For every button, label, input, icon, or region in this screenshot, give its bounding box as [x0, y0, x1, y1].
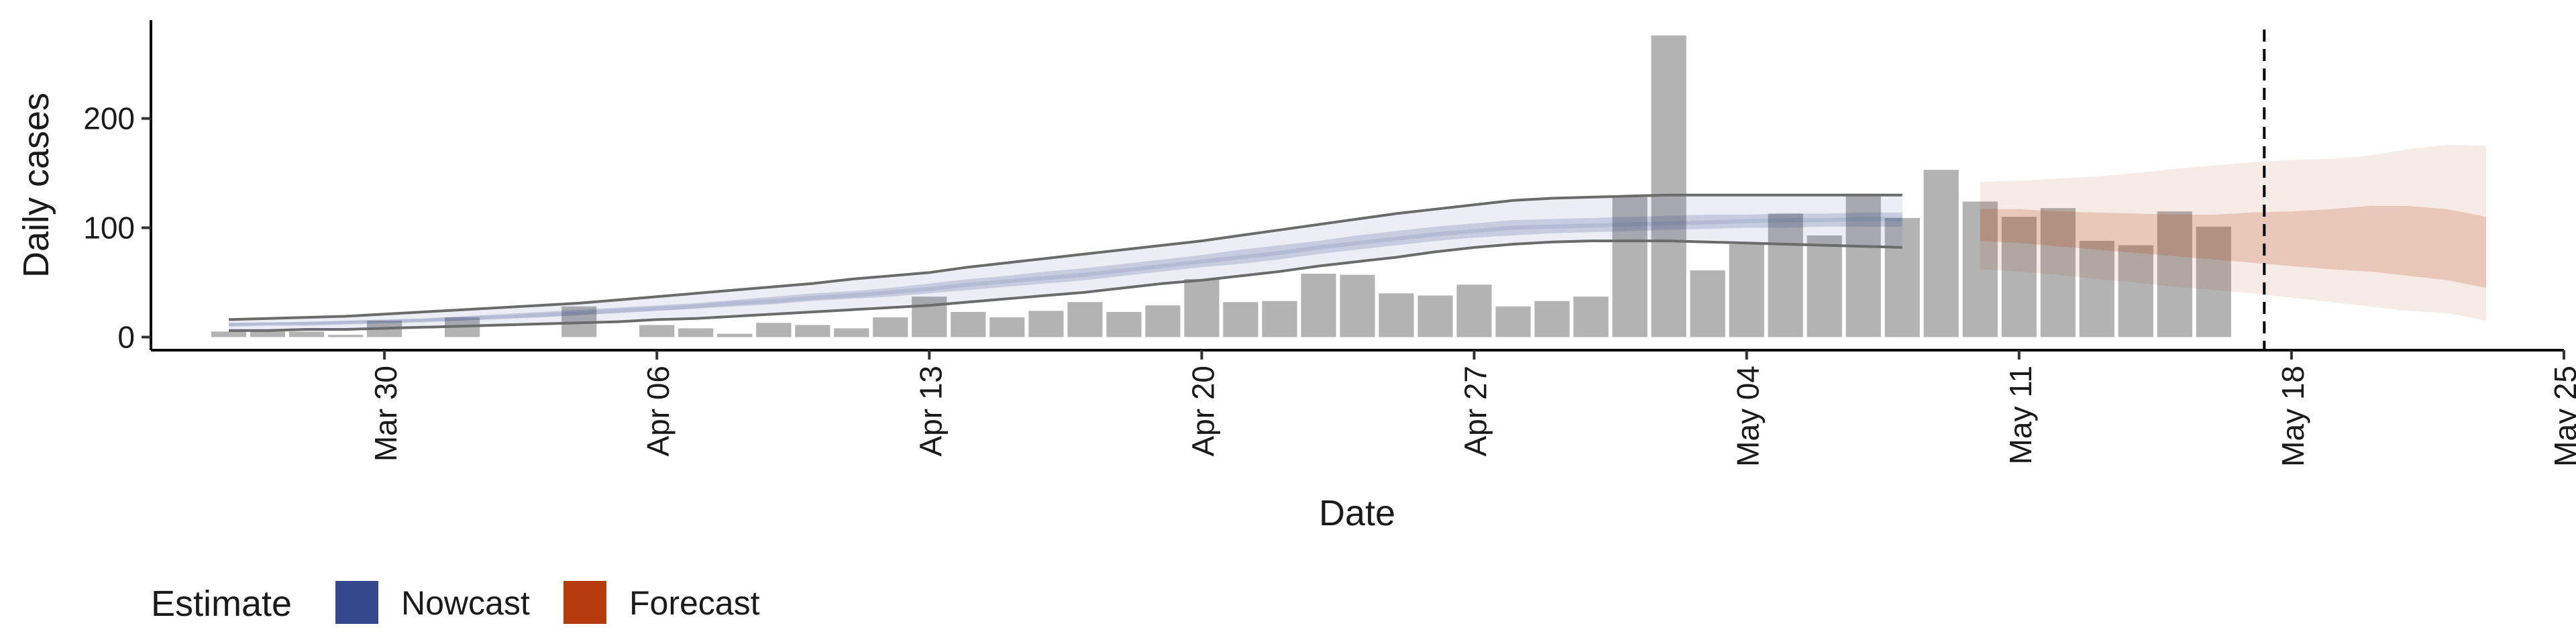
- forecast-inner-band: [1980, 206, 2486, 288]
- case-bar: [2196, 226, 2231, 337]
- y-tick-label: 200: [83, 101, 135, 136]
- case-bar: [2001, 217, 2037, 337]
- x-tick-label: May 11: [2003, 366, 2038, 464]
- case-bar: [1884, 217, 1920, 337]
- case-bar: [1729, 244, 1764, 337]
- nowcast-upper-bound-line: [228, 193, 1902, 321]
- case-bar: [1028, 311, 1064, 337]
- case-bar: [1067, 302, 1103, 337]
- case-bar: [1845, 194, 1881, 337]
- case-bar: [289, 331, 325, 337]
- case-bar: [717, 333, 753, 337]
- y-axis-label: Daily cases: [16, 93, 56, 278]
- nowcast-inner-band: [229, 212, 1902, 327]
- bars: [211, 35, 2231, 337]
- case-bar: [1145, 305, 1181, 337]
- case-bar: [795, 325, 830, 337]
- case-bar: [2040, 208, 2076, 337]
- plot-area: [211, 30, 2486, 350]
- case-bar: [1612, 197, 1648, 337]
- case-bar: [1106, 312, 1142, 337]
- case-bar: [328, 335, 364, 337]
- case-bar: [2157, 211, 2192, 337]
- x-tick-label: Apr 20: [1185, 366, 1220, 457]
- case-bar: [1417, 295, 1453, 337]
- x-tick-label: May 25: [2548, 366, 2576, 467]
- legend-title: Estimate: [151, 584, 292, 624]
- case-bar: [834, 328, 869, 337]
- nowcast-outer-band: [229, 195, 1902, 331]
- case-bar: [211, 331, 247, 337]
- case-bar: [639, 325, 675, 337]
- case-bar: [2118, 245, 2153, 337]
- case-bar: [1379, 293, 1414, 337]
- x-tick-label: Apr 06: [641, 366, 676, 457]
- x-tick-label: May 18: [2275, 366, 2310, 467]
- case-bar: [989, 317, 1025, 337]
- case-bar: [1340, 274, 1375, 337]
- legend: Estimate Nowcast Forecast: [151, 581, 760, 624]
- case-bar: [1223, 302, 1258, 337]
- forecast-outer-band: [1980, 144, 2486, 321]
- case-bar: [1768, 213, 1803, 337]
- case-bar: [756, 323, 792, 337]
- case-bar: [2079, 241, 2114, 337]
- nowcast-median-line: [228, 217, 1902, 327]
- case-bar: [678, 328, 714, 337]
- legend-label-nowcast: Nowcast: [401, 584, 530, 622]
- legend-label-forecast: Forecast: [629, 584, 760, 622]
- case-bar: [1962, 201, 1998, 337]
- x-axis-label: Date: [1319, 493, 1395, 533]
- case-bar: [1262, 301, 1297, 337]
- case-bar: [1495, 306, 1531, 337]
- case-bar: [1807, 235, 1842, 337]
- nowcast-lower-bound-line: [229, 239, 1902, 332]
- y-axis-ticks: 0 100 200: [83, 101, 151, 355]
- case-bar: [1534, 301, 1570, 337]
- case-bar: [1690, 270, 1725, 337]
- case-bar: [1301, 274, 1336, 337]
- y-tick-label: 0: [117, 320, 135, 355]
- x-axis-ticks: Mar 30 Apr 06 Apr 13 Apr 20 Apr 27 May 04 May …: [368, 350, 2576, 467]
- x-tick-label: Apr 27: [1458, 366, 1493, 457]
- legend-key-forecast: [564, 581, 606, 624]
- case-bar: [1651, 35, 1686, 337]
- case-bar: [873, 317, 908, 337]
- x-tick-label: Apr 13: [913, 366, 948, 457]
- case-bar: [250, 331, 286, 337]
- case-bar: [951, 312, 986, 337]
- axes: [150, 20, 2564, 352]
- x-tick-label: May 04: [1731, 366, 1766, 467]
- legend-key-nowcast: [335, 581, 378, 624]
- case-bar: [1923, 170, 1959, 337]
- y-tick-label: 100: [83, 211, 135, 246]
- x-tick-label: Mar 30: [368, 366, 403, 462]
- case-bar: [1456, 284, 1492, 337]
- case-bar: [1573, 297, 1609, 337]
- case-bar: [1184, 279, 1220, 337]
